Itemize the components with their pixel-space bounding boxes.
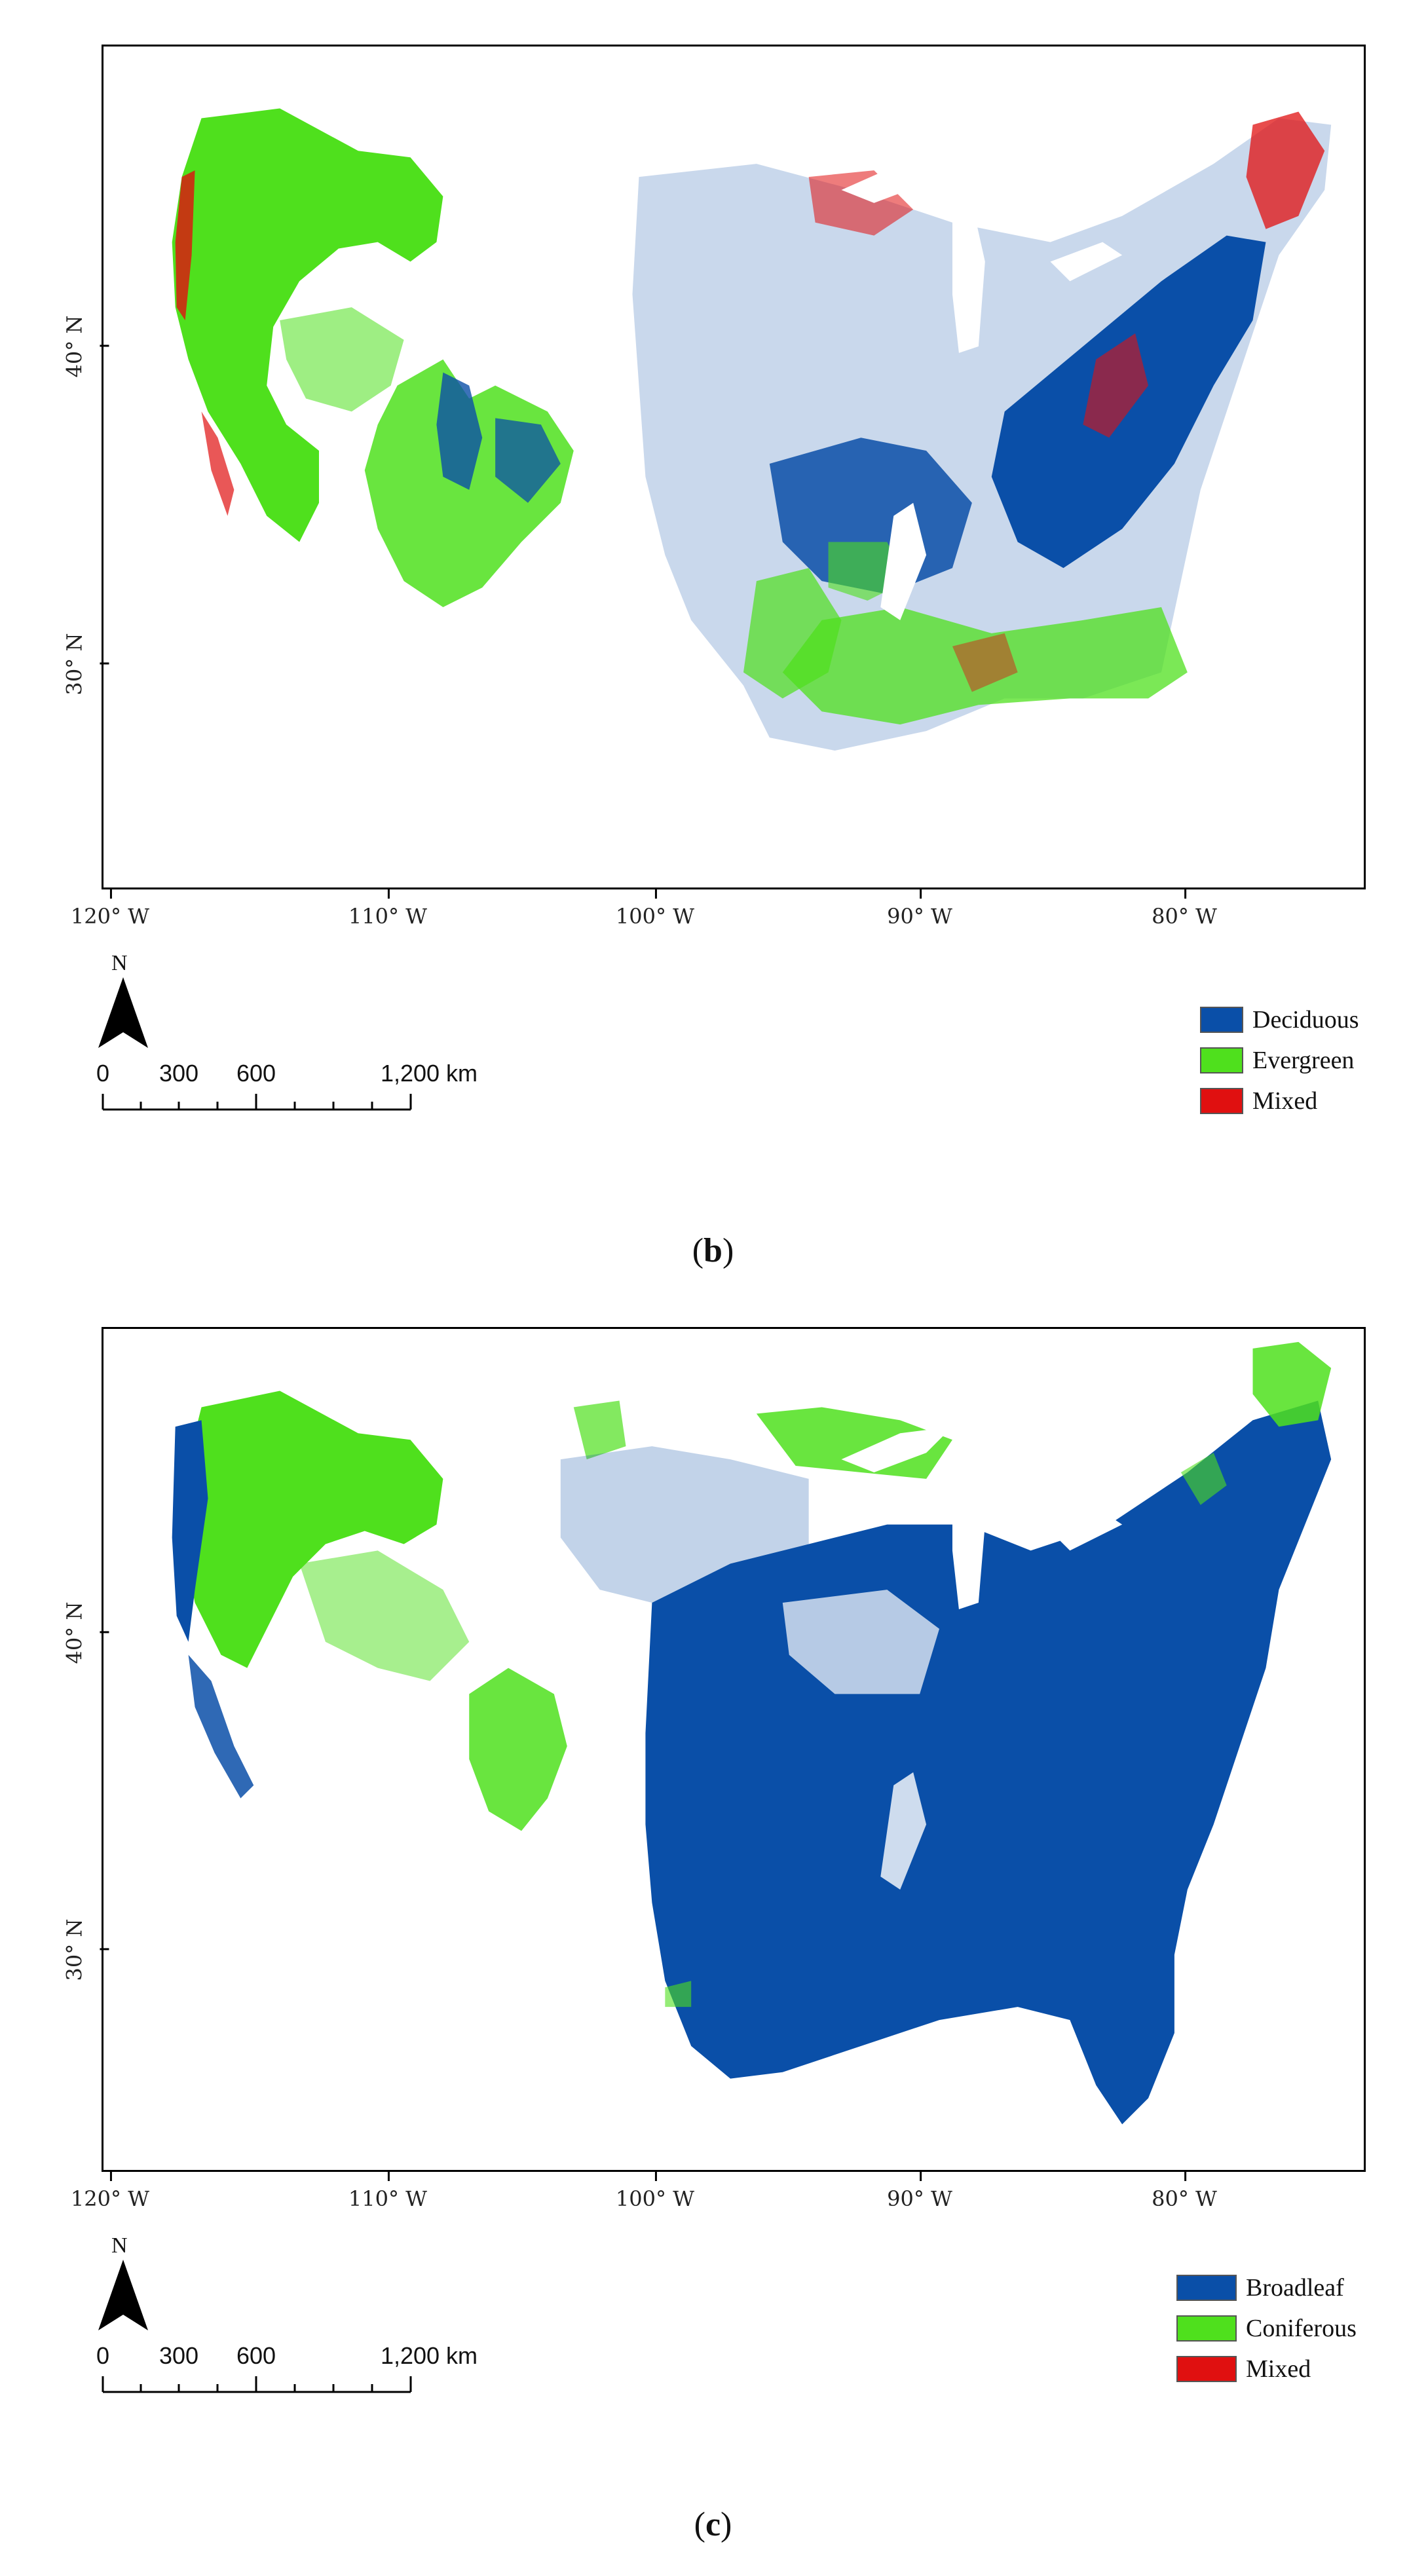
- y-tick-label: 40° N: [62, 315, 87, 378]
- interior-coniferous-patches: [299, 1550, 470, 1681]
- caption-paren: ): [722, 1232, 734, 1269]
- maine-coniferous: [1252, 1341, 1332, 1427]
- rockies-deciduous-patch: [436, 372, 483, 490]
- texas-evergreen-region: [743, 568, 842, 699]
- x-tick-label: 100° W: [615, 889, 695, 929]
- x-tick-label: 110° W: [348, 2172, 428, 2211]
- legend-label: Mixed: [1246, 2355, 1311, 2383]
- y-tick-label: 40° N: [62, 1601, 87, 1664]
- legend-b: Deciduous Evergreen Mixed: [1200, 999, 1359, 1121]
- panel-caption-b: (b): [0, 1231, 1426, 1270]
- scale-bar-graphic: [102, 2376, 412, 2393]
- scale-bar-graphic: [102, 1094, 412, 1111]
- lake-michigan: [952, 1466, 985, 1609]
- southeast-evergreen-region: [782, 607, 1188, 725]
- x-tick-label: 120° W: [70, 889, 150, 929]
- new-england-mixed-region: [1246, 111, 1325, 229]
- map-frame-b: [102, 45, 1366, 889]
- legend-item-coniferous: Coniferous: [1176, 2308, 1357, 2349]
- legend-item-mixed: Mixed: [1200, 1081, 1359, 1121]
- east-broadleaf-region: [645, 1400, 1332, 2125]
- caption-paren: (: [694, 2506, 705, 2543]
- corn-belt-gap: [782, 1590, 940, 1694]
- legend-label: Broadleaf: [1246, 2274, 1344, 2302]
- scale-label: 0: [96, 1060, 110, 1087]
- appalachian-mixed-streak: [1083, 333, 1149, 438]
- legend-label: Evergreen: [1252, 1047, 1355, 1074]
- scale-label: 600: [236, 1060, 276, 1087]
- legend-label: Coniferous: [1246, 2315, 1357, 2342]
- california-broadleaf-strip: [188, 1654, 254, 1799]
- map-panel-c: 120° W 110° W 100° W 90° W 80° W 40° N 3…: [0, 1303, 1426, 2576]
- x-tick-label: 90° W: [887, 889, 952, 929]
- north-arrow-label: N: [111, 2233, 128, 2258]
- north-arrow-label: N: [111, 951, 128, 975]
- panel-caption-c: (c): [0, 2505, 1426, 2544]
- map-frame-c: [102, 1327, 1366, 2172]
- legend-label: Deciduous: [1252, 1006, 1359, 1034]
- legend-swatch-evergreen: [1200, 1047, 1243, 1073]
- legend-swatch-broadleaf: [1176, 2275, 1237, 2301]
- x-tick-label: 100° W: [615, 2172, 695, 2211]
- ne-coniferous-patch: [1180, 1453, 1227, 1505]
- scale-label: 1,200 km: [380, 2342, 478, 2369]
- legend-item-deciduous: Deciduous: [1200, 999, 1359, 1040]
- lake-superior: [841, 1427, 952, 1472]
- north-arrow-icon: [98, 2260, 148, 2330]
- west-coast-mixed-strip: [175, 170, 195, 321]
- caption-paren: ): [721, 2506, 732, 2543]
- legend-swatch-mixed: [1200, 1088, 1243, 1114]
- northern-plains-coniferous: [573, 1400, 626, 1460]
- lake-erie: [1050, 1511, 1123, 1551]
- southeast-mixed-streak: [952, 633, 1018, 692]
- forest-type-map-c: [172, 1341, 1332, 2125]
- x-tick-label: 90° W: [887, 2172, 952, 2211]
- west-coast-broadleaf-strip: [172, 1420, 208, 1642]
- x-tick-label: 120° W: [70, 2172, 150, 2211]
- legend-item-mixed: Mixed: [1176, 2349, 1357, 2389]
- scale-label: 600: [236, 2342, 276, 2369]
- legend-label: Mixed: [1252, 1087, 1318, 1115]
- x-tick-label: 110° W: [348, 889, 428, 929]
- california-mixed-strip: [201, 411, 235, 516]
- plains-broadleaf-sparse: [560, 1446, 809, 1603]
- forest-type-map-b: [172, 108, 1332, 751]
- legend-swatch-mixed: [1176, 2356, 1237, 2382]
- legend-swatch-coniferous: [1176, 2315, 1237, 2342]
- rockies-coniferous-region: [469, 1668, 567, 1831]
- lake-michigan: [952, 202, 985, 353]
- x-tick-label: 80° W: [1152, 2172, 1217, 2211]
- legend-swatch-deciduous: [1200, 1007, 1243, 1033]
- mississippi-valley: [880, 502, 927, 620]
- colorado-deciduous-patch: [495, 418, 561, 503]
- caption-paren: (: [692, 1232, 704, 1269]
- map-panel-b: 120° W 110° W 100° W 90° W 80° W 40° N 3…: [0, 0, 1426, 1303]
- x-tick-label: 80° W: [1152, 889, 1217, 929]
- scale-label: 1,200 km: [380, 1060, 478, 1087]
- scale-label: 300: [159, 2342, 199, 2369]
- scale-bar: 0 300 600 1,200 km: [96, 2342, 521, 2401]
- legend-item-broadleaf: Broadleaf: [1176, 2268, 1357, 2308]
- texas-coniferous-fleck: [665, 1981, 692, 2007]
- y-tick-label: 30° N: [62, 1918, 87, 1981]
- north-arrow-icon: [98, 977, 148, 1048]
- caption-letter: c: [705, 2506, 721, 2543]
- legend-c: Broadleaf Coniferous Mixed: [1176, 2268, 1357, 2389]
- west-coniferous-region: [181, 1391, 443, 1668]
- lake-superior: [841, 157, 952, 203]
- scale-label: 300: [159, 1060, 199, 1087]
- southwest-evergreen-patches: [280, 307, 404, 412]
- lake-erie: [1050, 242, 1123, 282]
- y-tick-label: 30° N: [62, 633, 87, 696]
- scale-label: 0: [96, 2342, 110, 2369]
- caption-letter: b: [704, 1232, 722, 1269]
- legend-item-evergreen: Evergreen: [1200, 1040, 1359, 1081]
- scale-bar: 0 300 600 1,200 km: [96, 1060, 521, 1119]
- mississippi-valley: [880, 1772, 927, 1890]
- west-evergreen-region: [172, 108, 443, 542]
